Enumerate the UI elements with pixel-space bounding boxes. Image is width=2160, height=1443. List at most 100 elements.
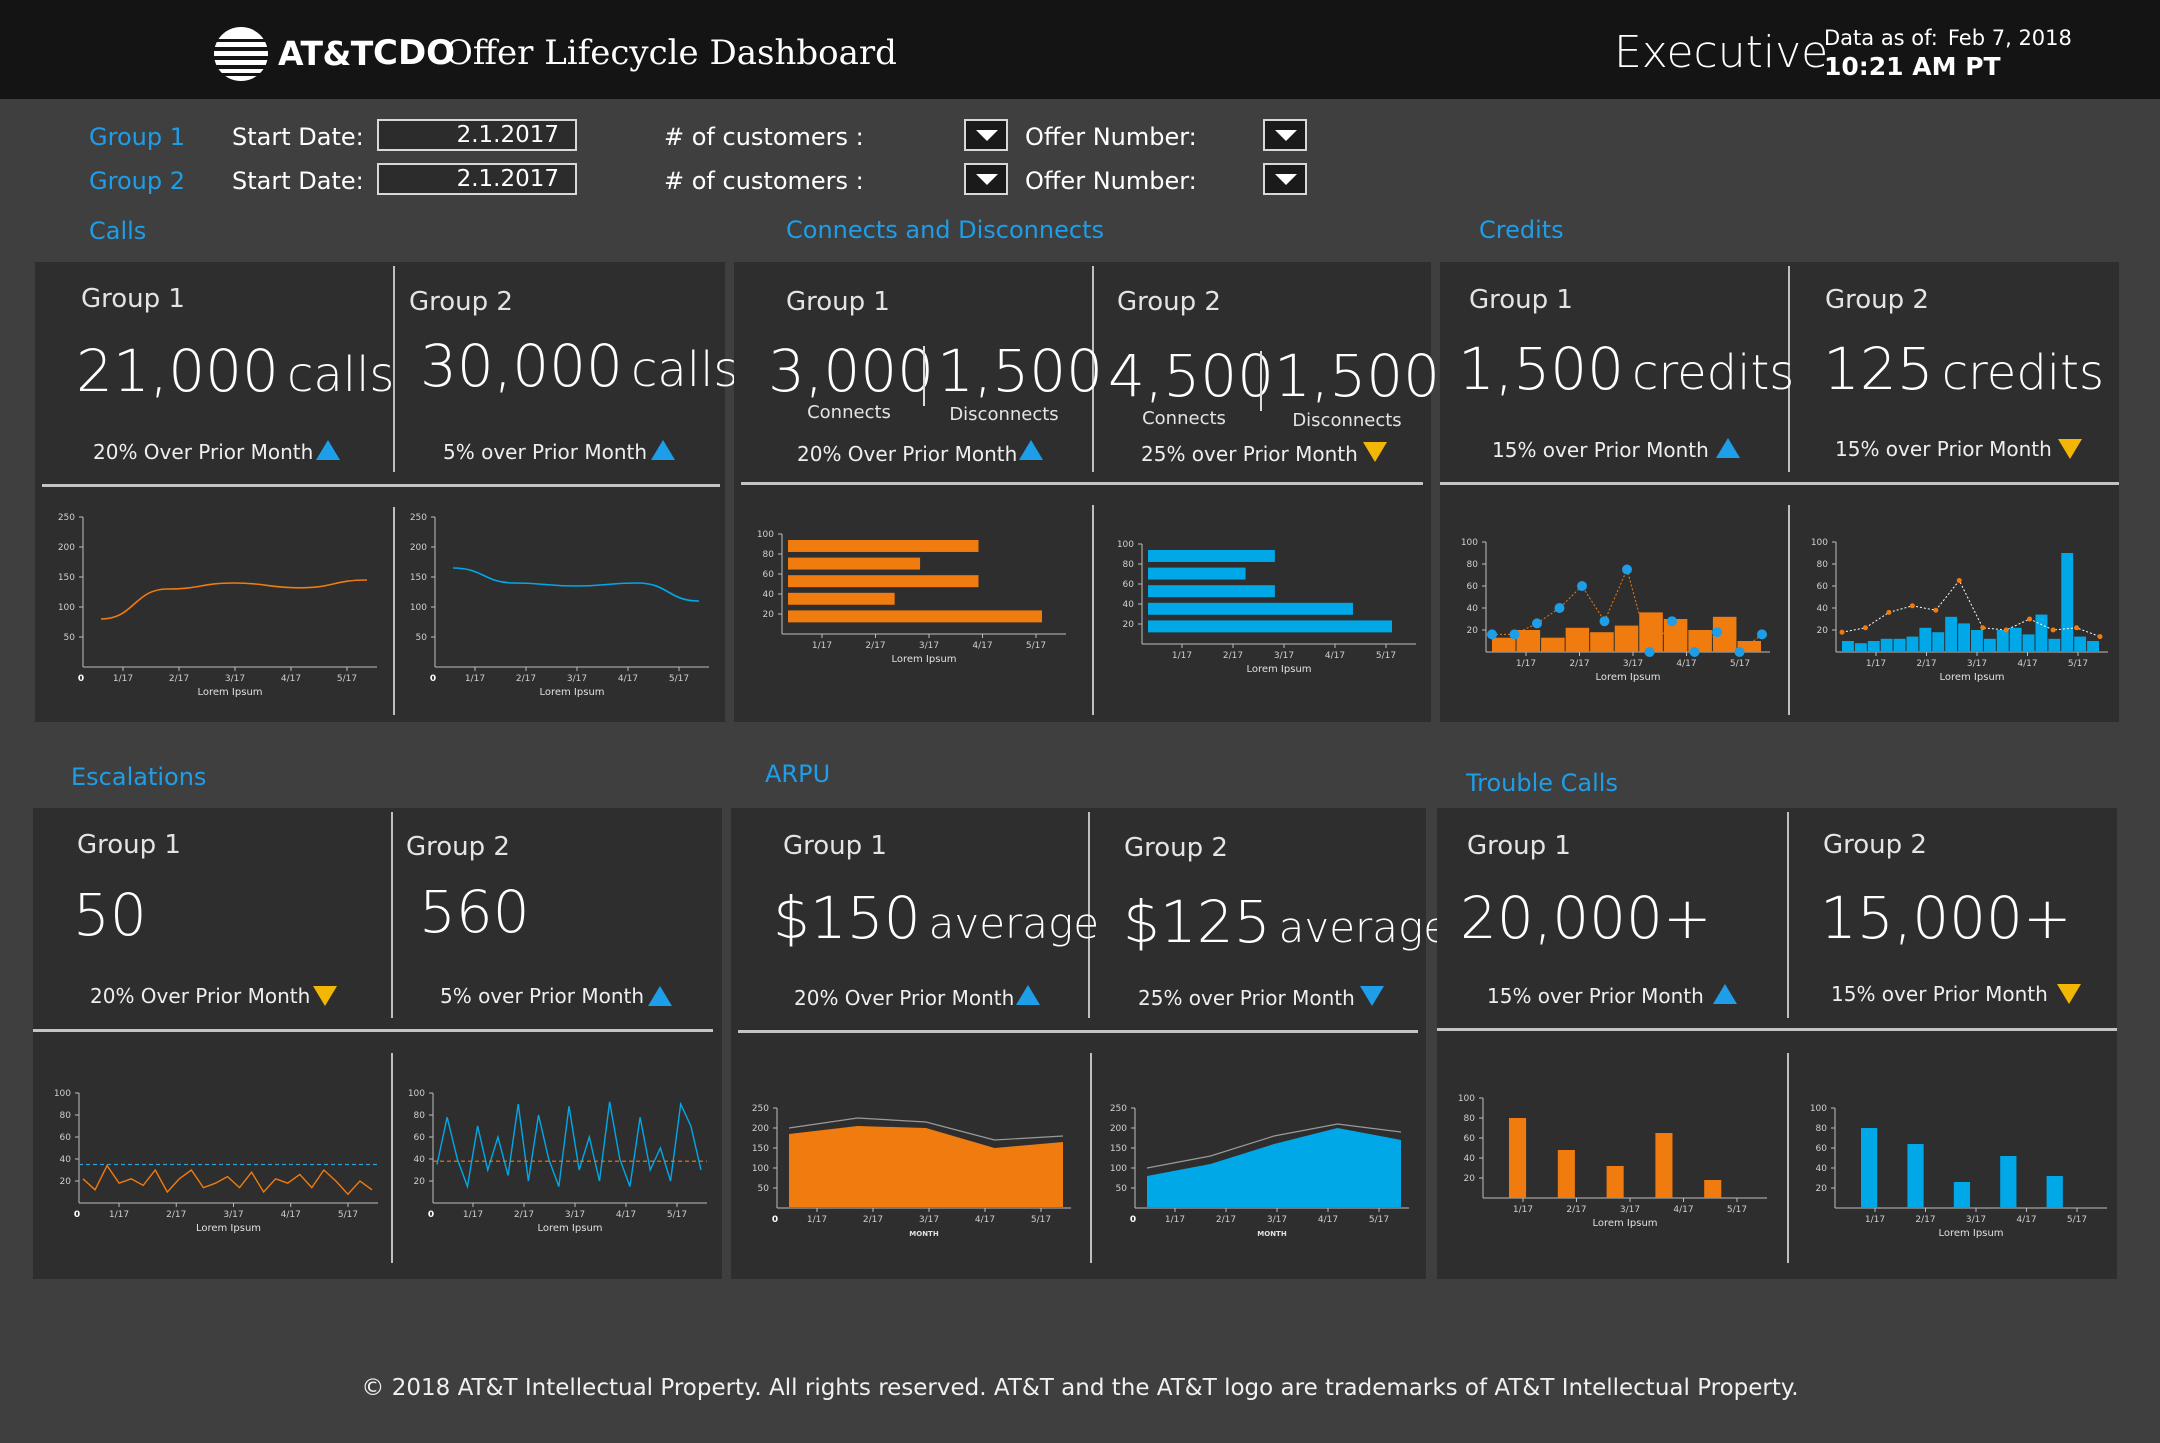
data-point — [1909, 603, 1915, 609]
customers-dropdown-group-1[interactable] — [964, 119, 1008, 151]
escalations-panel: Group 1 50 20% Over Prior Month Group 2 … — [33, 808, 722, 1279]
customers-label: # of customers : — [664, 123, 864, 151]
group-divider — [391, 812, 393, 1018]
x-tick-label: 4/17 — [2016, 1215, 2036, 1225]
data-point — [2003, 627, 2009, 633]
group-2-label: Group 2 — [1117, 287, 1221, 317]
y-tick-label: 100 — [757, 530, 774, 540]
brand-name: AT&T — [278, 34, 373, 73]
group-divider — [393, 266, 395, 472]
connects-label: Connects — [1142, 408, 1226, 429]
offer-number-label: Offer Number: — [1025, 167, 1197, 195]
bar — [1907, 1144, 1924, 1208]
bar — [2022, 634, 2035, 652]
x-axis-label: Lorem Ipsum — [197, 687, 262, 698]
bar — [2087, 641, 2099, 652]
y-tick-label: 60 — [1817, 582, 1829, 592]
as-of-label: Data as of: — [1824, 26, 1938, 50]
group-1-label: Group 1 — [1469, 285, 1573, 315]
escalations-group-2-value: 560 — [419, 878, 530, 946]
x-tick-label: 2/17 — [1915, 1215, 1935, 1225]
y-tick-label: 100 — [58, 603, 75, 613]
filter-group-1-label: Group 1 — [89, 123, 185, 151]
chart-divider — [1090, 1053, 1092, 1263]
kpi-divider — [33, 1029, 713, 1032]
y-tick-label: 20 — [1467, 626, 1479, 636]
bar — [1854, 643, 1867, 652]
y-tick-label: 20 — [1464, 1174, 1476, 1184]
data-point — [2097, 634, 2103, 640]
y-tick-label: 40 — [1816, 1164, 1828, 1174]
x-tick-label: 3/17 — [919, 641, 939, 651]
start-date-input-group-1[interactable]: 2.1.2017 — [377, 119, 577, 151]
x-tick-label: 4/17 — [1676, 659, 1696, 669]
start-date-input-group-2[interactable]: 2.1.2017 — [377, 163, 577, 195]
y-tick-label: 100 — [752, 1164, 769, 1174]
start-date-label: Start Date: — [232, 167, 364, 195]
data-point — [2027, 616, 2033, 622]
data-point — [1577, 581, 1587, 591]
trend-up-icon — [1713, 984, 1737, 1004]
y-tick-label: 20 — [414, 1177, 426, 1187]
bar — [1606, 1166, 1624, 1198]
x-tick-label: 2/17 — [1223, 651, 1243, 661]
trouble-group-1-value: 20,000+ — [1460, 884, 1712, 952]
bar — [1945, 616, 1958, 652]
x-tick-label: 4/17 — [1325, 651, 1345, 661]
trend-down-icon — [1360, 986, 1384, 1006]
x-tick-label: 3/17 — [1274, 651, 1294, 661]
credits-group-1-chart: 20 40 60 80 100 1/17 2/17 3/17 4/17 5/17 Lorem Ips… — [1461, 538, 1770, 683]
bar — [1983, 638, 1996, 652]
bar — [2074, 636, 2087, 652]
x-tick-label: 2/17 — [169, 674, 189, 684]
group-divider — [1088, 812, 1090, 1018]
y-tick-label: 20 — [1817, 626, 1829, 636]
offer-number-dropdown-group-2[interactable] — [1263, 163, 1307, 195]
y-tick-label: 50 — [64, 633, 76, 643]
arpu-group-2-chart: 0 50 100 150 200 250 1/17 2/17 3/17 4/17 5/17 MONTH — [1110, 1104, 1409, 1238]
customers-dropdown-group-2[interactable] — [964, 163, 1008, 195]
start-date-label: Start Date: — [232, 123, 364, 151]
y-tick-label: 200 — [58, 543, 75, 553]
calls-group-2-change: 5% over Prior Month — [443, 440, 648, 464]
reference-line — [788, 1117, 1064, 1141]
trouble-calls-section-title: Trouble Calls — [1466, 769, 1618, 797]
x-tick-label: 3/17 — [919, 1215, 939, 1225]
y-tick-label: 250 — [58, 513, 75, 523]
arpu-section-title: ARPU — [765, 760, 831, 788]
x-tick-label: 5/17 — [1026, 641, 1046, 651]
x-tick-label: 1/17 — [1865, 1215, 1885, 1225]
y-tick-label: 0 — [430, 674, 436, 684]
y-tick-label: 150 — [752, 1144, 769, 1154]
x-tick-label: 1/17 — [807, 1215, 827, 1225]
kpi-divider — [42, 484, 720, 487]
bar — [1996, 630, 2009, 652]
bar — [1932, 632, 1945, 652]
y-tick-label: 60 — [414, 1133, 426, 1143]
y-tick-label: 80 — [1817, 560, 1829, 570]
trouble-group-1-change: 15% over Prior Month — [1487, 984, 1704, 1008]
x-tick-label: 4/17 — [618, 674, 638, 684]
data-point — [1980, 625, 1986, 631]
group-1-label: Group 1 — [81, 284, 185, 314]
offer-number-label: Offer Number: — [1025, 123, 1197, 151]
kpi-divider — [741, 482, 1423, 485]
y-tick-label: 80 — [1464, 1114, 1476, 1124]
series-line — [82, 1164, 373, 1196]
group-1-label: Group 1 — [786, 287, 890, 317]
x-tick-label: 5/17 — [1369, 1215, 1389, 1225]
data-point — [1757, 629, 1767, 640]
x-tick-label: 3/17 — [1267, 1215, 1287, 1225]
chart-divider — [1788, 505, 1790, 715]
group-1-label: Group 1 — [783, 831, 887, 861]
offer-number-dropdown-group-1[interactable] — [1263, 119, 1307, 151]
group-1-label: Group 1 — [1467, 831, 1571, 861]
x-tick-label: 3/17 — [565, 1210, 585, 1220]
trouble-calls-panel: Group 1 20,000+ 15% over Prior Month Gro… — [1437, 808, 2117, 1279]
chart-divider — [1092, 505, 1094, 715]
bar — [1655, 1133, 1673, 1198]
group-divider — [1788, 266, 1790, 472]
y-tick-label: 80 — [414, 1111, 426, 1121]
y-tick-label: 20 — [60, 1177, 72, 1187]
y-tick-label: 150 — [410, 573, 427, 583]
